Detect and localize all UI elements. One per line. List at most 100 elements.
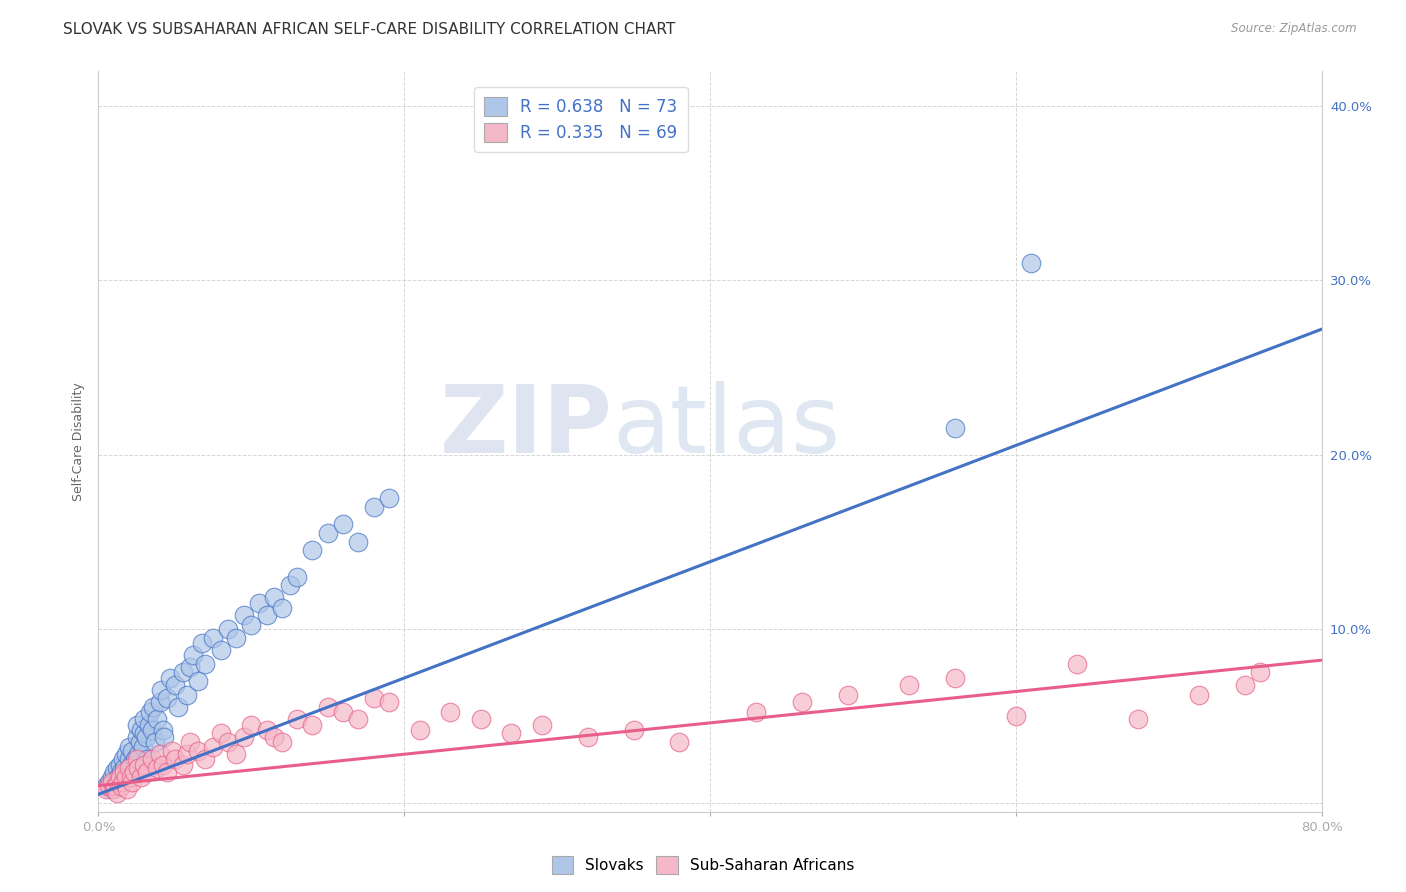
Point: [100, 782, 122, 797]
Point: [194, 752, 217, 766]
Legend: R = 0.638   N = 73, R = 0.335   N = 69: R = 0.638 N = 73, R = 0.335 N = 69: [474, 87, 688, 153]
Point: [127, 761, 149, 775]
Point: [163, 752, 186, 766]
Point: [256, 723, 278, 737]
Point: [107, 775, 129, 789]
Legend: Slovaks, Sub-Saharan Africans: Slovaks, Sub-Saharan Africans: [546, 850, 860, 880]
Point: [112, 761, 135, 775]
Point: [121, 775, 143, 789]
Point: [163, 677, 186, 691]
Point: [1234, 677, 1257, 691]
Point: [187, 744, 209, 758]
Point: [347, 534, 370, 549]
Point: [152, 757, 174, 772]
Point: [167, 700, 190, 714]
Point: [202, 740, 225, 755]
Point: [105, 786, 128, 800]
Point: [101, 775, 124, 789]
Point: [150, 682, 173, 697]
Point: [98, 779, 121, 793]
Point: [278, 578, 301, 592]
Point: [240, 618, 263, 632]
Point: [111, 775, 134, 789]
Point: [530, 717, 553, 731]
Point: [125, 752, 148, 766]
Point: [232, 730, 254, 744]
Point: [194, 657, 217, 671]
Point: [141, 723, 163, 737]
Point: [105, 761, 128, 775]
Point: [108, 757, 131, 772]
Point: [101, 770, 124, 784]
Point: [301, 717, 323, 731]
Point: [115, 770, 138, 784]
Point: [668, 735, 690, 749]
Point: [110, 764, 132, 779]
Point: [94, 779, 117, 793]
Point: [745, 706, 768, 720]
Point: [623, 723, 645, 737]
Point: [1249, 665, 1271, 680]
Point: [285, 712, 308, 726]
Point: [217, 735, 239, 749]
Point: [378, 491, 401, 505]
Point: [111, 752, 134, 766]
Point: [285, 569, 308, 583]
Point: [104, 779, 127, 793]
Point: [1128, 712, 1150, 726]
Point: [98, 775, 121, 789]
Point: [138, 717, 160, 731]
Point: [145, 712, 167, 726]
Point: [120, 757, 142, 772]
Point: [1019, 256, 1042, 270]
Point: [141, 752, 163, 766]
Point: [270, 601, 292, 615]
Point: [263, 730, 285, 744]
Point: [120, 770, 142, 784]
Text: Source: ZipAtlas.com: Source: ZipAtlas.com: [1232, 22, 1357, 36]
Point: [263, 591, 285, 605]
Point: [108, 770, 131, 784]
Point: [332, 706, 354, 720]
Point: [134, 726, 156, 740]
Point: [347, 712, 370, 726]
Point: [134, 757, 156, 772]
Point: [112, 764, 135, 779]
Point: [156, 691, 179, 706]
Point: [143, 735, 166, 749]
Point: [943, 671, 966, 685]
Point: [209, 642, 232, 657]
Point: [176, 688, 198, 702]
Point: [103, 782, 125, 797]
Point: [179, 660, 201, 674]
Y-axis label: Self-Care Disability: Self-Care Disability: [72, 382, 86, 501]
Point: [139, 706, 162, 720]
Point: [135, 730, 157, 744]
Point: [160, 744, 183, 758]
Point: [122, 764, 145, 779]
Text: atlas: atlas: [612, 381, 841, 473]
Point: [439, 706, 461, 720]
Point: [363, 691, 385, 706]
Point: [576, 730, 599, 744]
Point: [176, 747, 198, 762]
Point: [103, 764, 125, 779]
Point: [153, 730, 176, 744]
Point: [94, 782, 117, 797]
Point: [943, 421, 966, 435]
Point: [118, 761, 141, 775]
Point: [501, 726, 523, 740]
Point: [256, 607, 278, 622]
Point: [470, 712, 492, 726]
Point: [225, 747, 247, 762]
Point: [110, 779, 132, 793]
Point: [132, 740, 155, 755]
Point: [187, 674, 209, 689]
Point: [129, 723, 152, 737]
Point: [202, 631, 225, 645]
Point: [316, 526, 339, 541]
Text: ZIP: ZIP: [439, 381, 612, 473]
Point: [209, 726, 232, 740]
Point: [115, 747, 138, 762]
Point: [128, 735, 150, 749]
